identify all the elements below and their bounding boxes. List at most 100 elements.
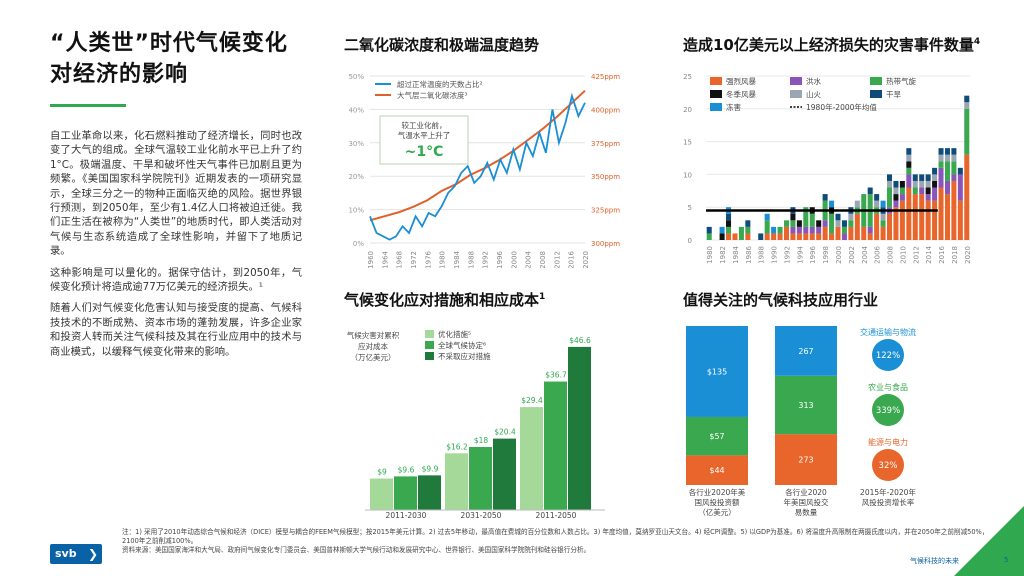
tech-x-label: 易数量 xyxy=(795,507,818,517)
y-right-tick: 325ppm xyxy=(591,207,620,215)
growth-circle xyxy=(872,394,904,426)
title-divider xyxy=(50,104,126,107)
bar-segment xyxy=(809,226,815,234)
bar-segment xyxy=(932,180,938,188)
y-tick: 0 xyxy=(688,237,692,245)
bar-segment xyxy=(919,194,925,240)
bar-segment xyxy=(783,226,789,240)
bar-segment xyxy=(964,108,970,155)
x-tick: 2008 xyxy=(539,251,547,268)
bar-segment xyxy=(835,226,841,240)
y-left-tick: 40% xyxy=(348,106,364,114)
footnote-sources: 资料来源：美国国家海洋和大气局、政府间气候变化专门委员会、美国普林斯顿大学气候行… xyxy=(122,546,591,554)
bar-segment xyxy=(938,167,944,188)
legend-label: 洪水 xyxy=(806,76,821,86)
cost-bar xyxy=(469,447,492,510)
bar-segment xyxy=(887,174,893,181)
bar-segment xyxy=(829,213,835,234)
x-tick: 1984 xyxy=(732,245,740,263)
cost-ylabel: 气候灾害对累积 xyxy=(347,330,400,340)
cost-chart-title: 气候变化应对措施和相应成本1 xyxy=(344,291,546,309)
bar-segment xyxy=(777,226,783,234)
cost-category-label: 2011-2030 xyxy=(386,511,427,520)
bar-segment xyxy=(938,154,944,162)
tech-segment-label: $44 xyxy=(709,466,724,475)
bar-segment xyxy=(841,226,847,234)
y-left-tick: 30% xyxy=(348,140,364,148)
y-left-tick: 0% xyxy=(353,240,364,248)
tech-bar-segment xyxy=(686,455,748,485)
x-tick: 1988 xyxy=(467,251,475,268)
x-tick: 1994 xyxy=(796,245,804,263)
cost-category-label: 2031-2050 xyxy=(461,511,502,520)
x-tick: 1990 xyxy=(771,246,779,264)
x-tick: 1984 xyxy=(453,250,461,268)
x-tick: 1964 xyxy=(381,250,389,268)
bar-segment xyxy=(938,187,944,240)
svb-logo: svb ❯ xyxy=(50,544,102,564)
bar-segment xyxy=(816,233,822,240)
bar-segment xyxy=(790,233,796,240)
cost-value-label: $20.4 xyxy=(494,428,516,437)
co2-temperature-chart: 50% 40% 30% 20% 10% 0% 425ppm 400ppm 375ppm 350pp… xyxy=(348,73,620,268)
cost-bar xyxy=(418,475,441,510)
bar-segment xyxy=(925,194,931,201)
x-tick: 2018 xyxy=(951,246,959,264)
disaster-count-chart: 25 20 15 10 5 0 1980 1982 1984 1986 1988 1990 1992 19… xyxy=(683,73,972,264)
growth-value: 339% xyxy=(876,406,900,416)
bar-segment xyxy=(912,194,918,240)
footnotes: 注：1) 采用了2010年动态综合气候和经济（DICE）模型与耦合的FEEM气候… xyxy=(122,528,1002,555)
bar-segment xyxy=(893,207,899,240)
bar-segment xyxy=(706,233,712,240)
bar-segment xyxy=(906,148,912,155)
legend-swatch xyxy=(710,90,722,98)
bar-segment xyxy=(745,220,751,227)
x-tick: 2000 xyxy=(835,246,843,264)
tech-x-label: 风投投资增长率 xyxy=(862,497,915,507)
bar-segment xyxy=(867,226,873,234)
cost-bar xyxy=(394,476,417,510)
tech-segment-label: 313 xyxy=(798,401,813,410)
bar-segment xyxy=(803,226,809,234)
bar-segment xyxy=(925,200,931,240)
bar-segment xyxy=(706,226,712,234)
x-tick: 2000 xyxy=(510,251,518,268)
x-tick: 1976 xyxy=(424,250,432,268)
legend-co2-label: 大气层二氧化碳浓度³ xyxy=(397,90,468,100)
legend-label: 干旱 xyxy=(886,90,901,99)
cost-bar xyxy=(370,478,393,510)
tech-bar-segment xyxy=(686,326,748,417)
legend-swatch xyxy=(710,103,722,111)
bar-segment xyxy=(809,233,815,240)
x-tick: 1986 xyxy=(745,245,753,263)
bar-segment xyxy=(764,213,770,221)
legend-swatch xyxy=(710,77,722,85)
bar-segment xyxy=(848,213,854,221)
intro-paragraph-2: 这种影响是可以量化的。据保守估计，到2050年，气候变化预计将造成逾77万亿美元… xyxy=(50,266,302,294)
legend-swatch xyxy=(425,330,434,338)
x-tick: 2004 xyxy=(861,245,869,263)
cost-ylabel: 应对成本 xyxy=(358,341,388,351)
y-tick: 20 xyxy=(683,106,692,114)
tech-bar-segment xyxy=(775,326,837,376)
legend-label: 冬季风暴 xyxy=(726,89,756,99)
x-tick: 1992 xyxy=(482,251,490,268)
bar-segment xyxy=(957,200,963,240)
bar-segment xyxy=(880,200,886,208)
bar-segment xyxy=(726,233,732,240)
x-tick: 2012 xyxy=(553,251,561,268)
co2-series-line xyxy=(369,89,586,222)
bar-segment xyxy=(809,213,815,227)
bar-segment xyxy=(816,220,822,227)
bar-segment xyxy=(816,226,822,234)
x-tick: 2010 xyxy=(899,246,907,264)
bar-segment xyxy=(906,161,912,168)
bar-segment xyxy=(906,174,912,188)
y-left-tick: 10% xyxy=(348,207,364,215)
bar-segment xyxy=(726,213,732,221)
tech-bar-segment xyxy=(775,375,837,435)
legend-label: 优化措施⁵ xyxy=(438,329,471,339)
y-tick: 5 xyxy=(688,204,692,212)
bar-segment xyxy=(790,220,796,227)
bar-segment xyxy=(932,174,938,181)
